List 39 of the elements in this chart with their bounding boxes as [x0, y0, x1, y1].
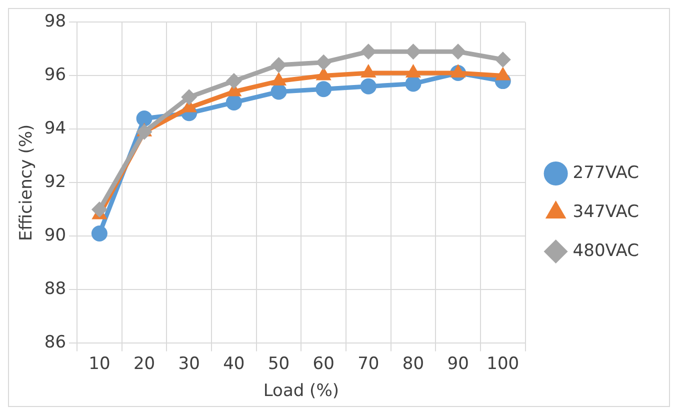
point: [405, 76, 422, 92]
point: [181, 89, 198, 106]
legend-label: 480VAC: [572, 240, 640, 261]
point: [450, 44, 466, 60]
legend-label: 347VAC: [572, 202, 640, 222]
x-tick-label: 60: [312, 354, 334, 374]
point: [360, 78, 376, 94]
x-tick-label: 100: [486, 354, 520, 374]
x-tick-label: 20: [133, 354, 156, 374]
point: [316, 54, 332, 70]
point: [226, 94, 242, 110]
point: [270, 57, 287, 73]
point: [494, 52, 511, 68]
x-tick-label: 10: [88, 354, 110, 374]
x-tick-label: 80: [402, 354, 424, 374]
point: [316, 81, 332, 98]
x-axis-title: Load (%): [263, 381, 339, 402]
point: [360, 44, 376, 60]
point: [91, 201, 108, 218]
x-tick-label: 40: [223, 354, 245, 374]
y-tick-label: 96: [44, 65, 66, 86]
point: [270, 84, 287, 100]
point: [405, 44, 422, 60]
y-tick-label: 98: [44, 12, 66, 32]
y-tick-label: 86: [44, 332, 66, 353]
x-tick-label: 50: [268, 354, 290, 374]
legend-label: 277VAC: [572, 162, 640, 183]
y-tick-label: 88: [44, 279, 66, 300]
point: [91, 226, 108, 242]
y-tick-label: 94: [44, 118, 66, 139]
x-tick-label: 30: [178, 354, 200, 374]
y-axis-title: Efficiency (%): [16, 124, 37, 242]
x-tick-label: 70: [358, 354, 380, 374]
y-tick-label: 90: [44, 226, 66, 246]
point: [136, 110, 152, 126]
point: [136, 124, 152, 140]
x-tick-label: 90: [447, 354, 469, 374]
y-tick-label: 92: [44, 172, 66, 192]
point: [226, 73, 242, 90]
